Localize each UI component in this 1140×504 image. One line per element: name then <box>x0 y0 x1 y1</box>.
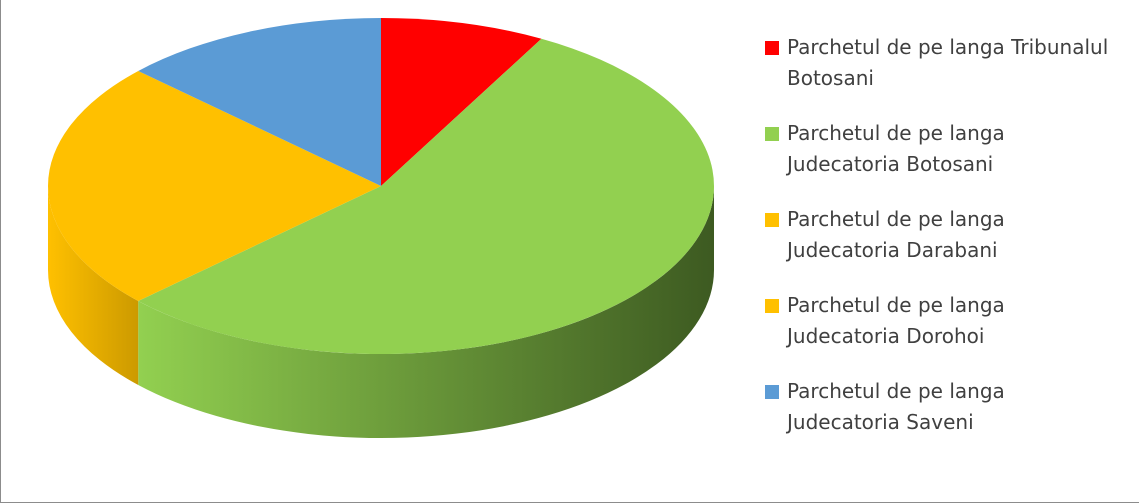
pie-slice <box>138 18 381 186</box>
legend-item: Parchetul de pe langa Judecatoria Saveni <box>765 376 1137 462</box>
legend-label: Parchetul de pe langa Judecatoria Doroho… <box>787 293 1005 348</box>
legend-item: Parchetul de pe langa Judecatoria Doroho… <box>765 290 1137 376</box>
legend-label: Parchetul de pe langa Judecatoria Daraba… <box>787 207 1005 262</box>
pie-slice <box>48 70 381 186</box>
legend-swatch <box>765 127 779 141</box>
legend-swatch <box>765 385 779 399</box>
pie-slice <box>381 18 542 186</box>
legend-swatch <box>765 213 779 227</box>
pie-chart <box>48 18 715 438</box>
pie-slice <box>138 38 715 355</box>
legend-item: Parchetul de pe langa Judecatoria Botosa… <box>765 118 1137 204</box>
legend-swatch <box>765 299 779 313</box>
pie-slice-side <box>138 186 715 438</box>
legend-label: Parchetul de pe langa Tribunalul Botosan… <box>787 35 1109 90</box>
legend-label: Parchetul de pe langa Judecatoria Botosa… <box>787 121 1005 176</box>
pie-slice <box>48 186 381 302</box>
legend-item: Parchetul de pe langa Judecatoria Daraba… <box>765 204 1137 290</box>
legend-label: Parchetul de pe langa Judecatoria Saveni <box>787 379 1005 434</box>
legend: Parchetul de pe langa Tribunalul Botosan… <box>765 32 1137 462</box>
legend-item: Parchetul de pe langa Tribunalul Botosan… <box>765 32 1137 118</box>
legend-swatch <box>765 41 779 55</box>
pie-slice-side <box>48 186 139 386</box>
